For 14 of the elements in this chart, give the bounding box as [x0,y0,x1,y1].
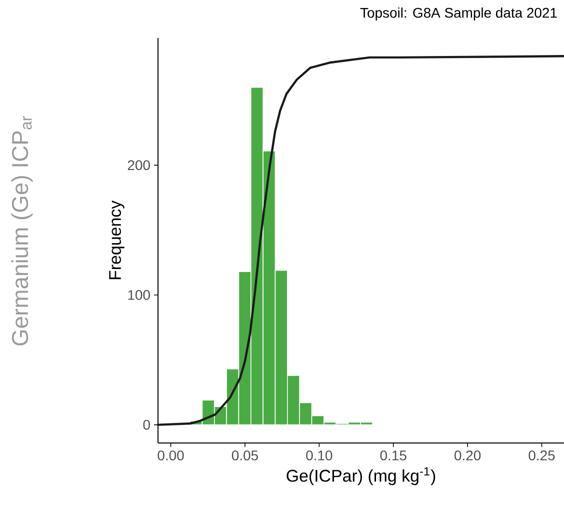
x-tick-label: 0.25 [528,450,555,460]
chart-title: Topsoil: G8A Sample data 2021 [360,8,557,21]
x-tick-label: 0.10 [306,450,332,460]
y-tick-label: 200 [128,160,150,170]
y-tick-label: 100 [128,290,150,300]
x-tick-label: 0.20 [454,450,481,460]
line-series [156,55,564,426]
x-tick-label: 0.00 [158,450,184,460]
x-tick-label: 0.05 [232,450,258,460]
text: Germanium (Ge) ICP$_{ar}$ [11,116,33,346]
y-axis-title: Frequency [109,200,124,280]
x-tick-label: 0.15 [380,450,406,460]
x-axis-title: Ge(ICPar) (mg kg$^{-1}$) [286,467,436,486]
y-tick-label: 0 [143,420,150,430]
